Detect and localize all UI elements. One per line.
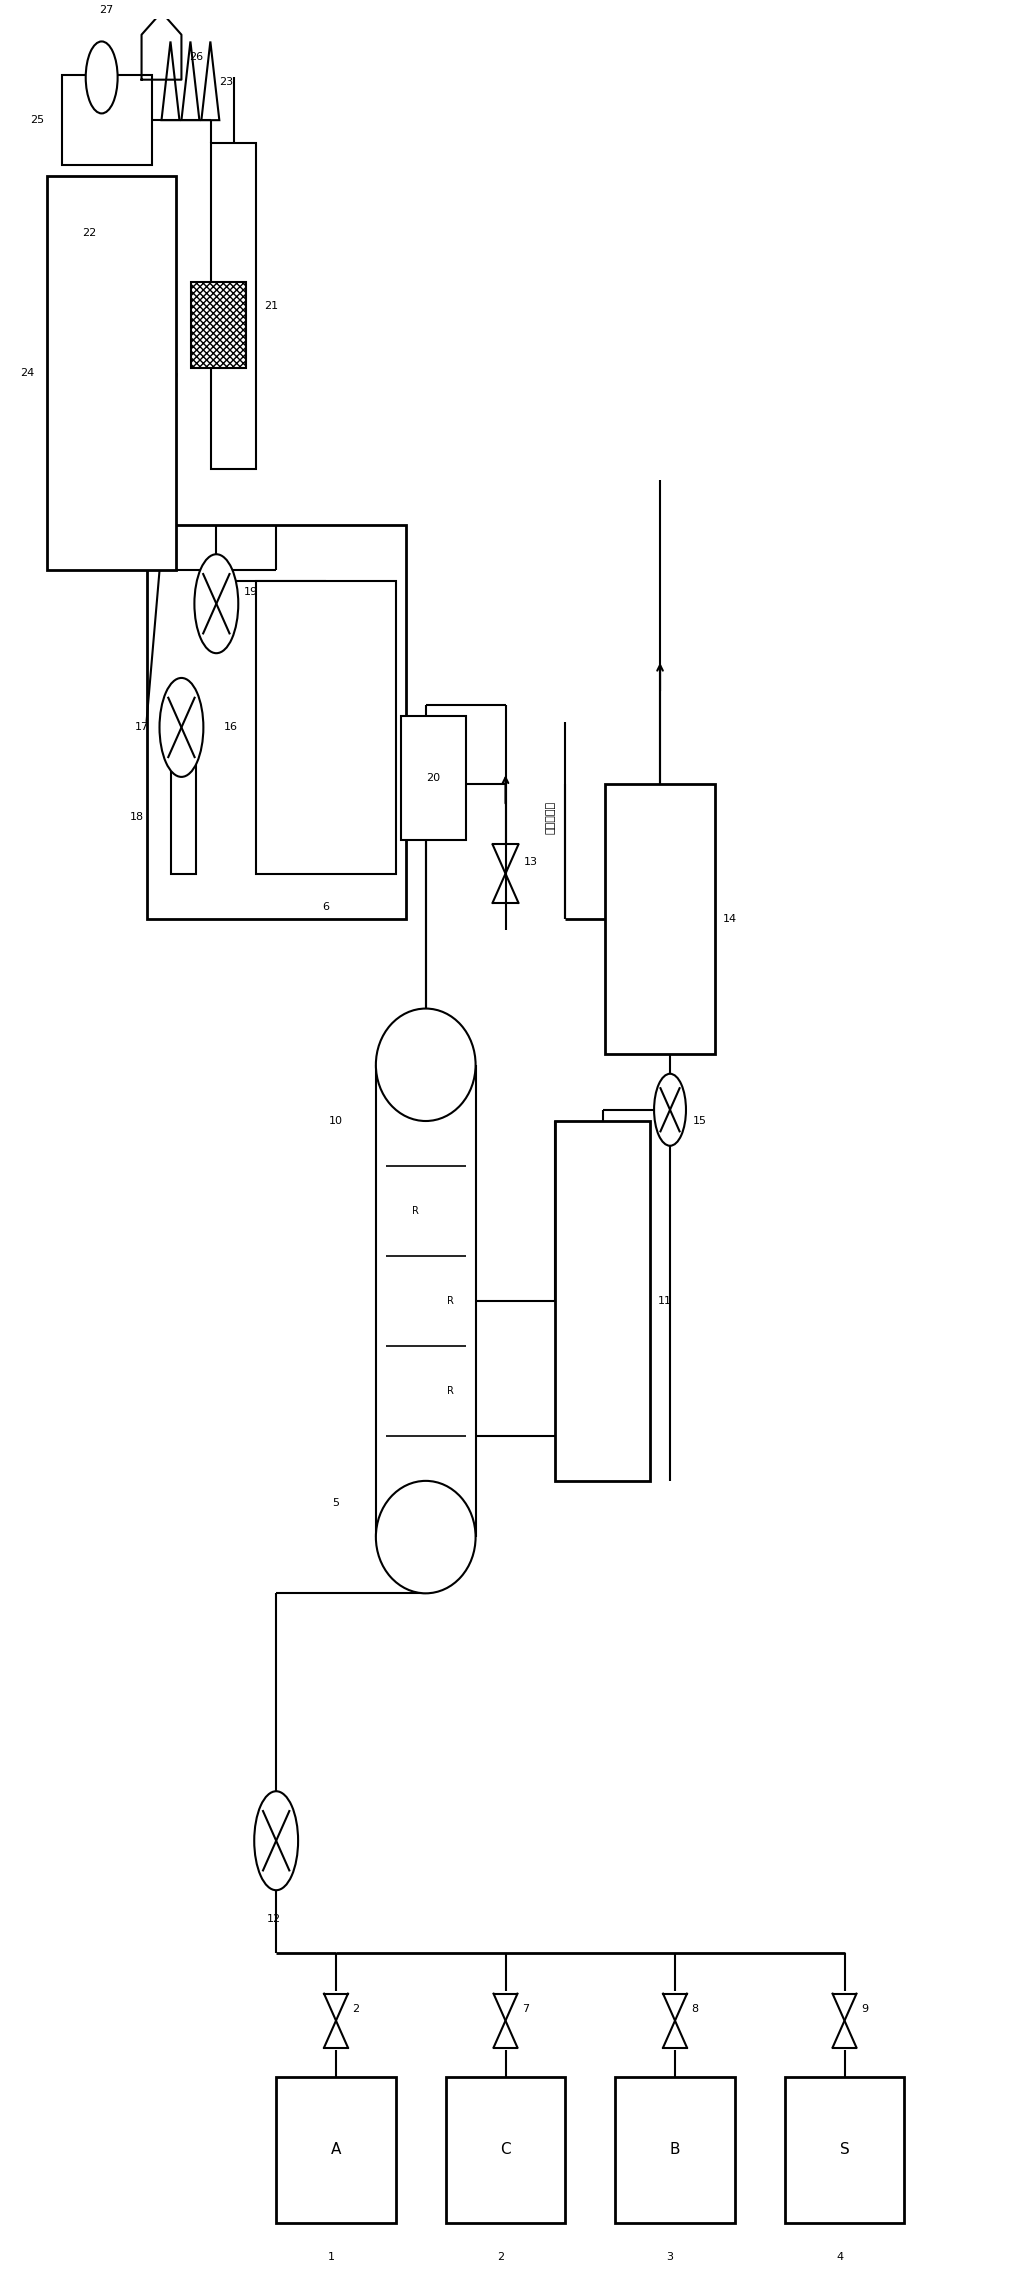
Polygon shape: [181, 41, 199, 121]
Text: 12: 12: [267, 1916, 281, 1925]
Ellipse shape: [376, 1008, 475, 1122]
Text: 19: 19: [245, 587, 258, 598]
Text: 4: 4: [836, 2252, 843, 2261]
Text: R: R: [447, 1385, 454, 1397]
Bar: [555, 1122, 650, 1481]
Bar: [191, 282, 247, 369]
Text: 27: 27: [99, 5, 114, 16]
Text: 16: 16: [224, 723, 239, 733]
Text: R: R: [447, 1297, 454, 1306]
Polygon shape: [131, 187, 150, 278]
Circle shape: [254, 1790, 298, 1891]
Text: 17: 17: [134, 723, 149, 733]
Bar: [47, 177, 177, 571]
Text: 15: 15: [693, 1117, 707, 1126]
Text: 1: 1: [328, 2252, 335, 2261]
Bar: [256, 580, 396, 874]
Text: 14: 14: [723, 915, 737, 924]
Text: 5: 5: [333, 1499, 340, 1508]
Bar: [172, 762, 196, 874]
Text: R: R: [412, 1206, 420, 1215]
Text: 25: 25: [29, 116, 43, 125]
Text: 21: 21: [264, 300, 278, 312]
Text: S: S: [840, 2143, 849, 2157]
Bar: [147, 526, 405, 919]
Polygon shape: [162, 41, 179, 121]
Bar: [276, 2077, 396, 2223]
Text: 待处理烟气: 待处理烟气: [545, 801, 555, 835]
Bar: [785, 2077, 905, 2223]
Text: 22: 22: [83, 228, 97, 237]
Text: 13: 13: [524, 858, 538, 867]
Text: 10: 10: [329, 1117, 343, 1126]
Bar: [62, 75, 152, 166]
Text: 20: 20: [427, 774, 440, 783]
Text: 26: 26: [189, 52, 203, 61]
Text: 7: 7: [522, 2004, 529, 2013]
Text: 23: 23: [219, 77, 234, 86]
Text: 2: 2: [497, 2252, 504, 2261]
Ellipse shape: [376, 1481, 475, 1592]
Circle shape: [86, 41, 117, 114]
Polygon shape: [111, 187, 129, 278]
Text: B: B: [669, 2143, 680, 2157]
Bar: [446, 2077, 565, 2223]
Text: 3: 3: [666, 2252, 673, 2261]
Polygon shape: [201, 41, 219, 121]
Text: 2: 2: [353, 2004, 360, 2013]
Text: C: C: [500, 2143, 511, 2157]
Text: 11: 11: [658, 1297, 672, 1306]
Text: A: A: [331, 2143, 341, 2157]
Text: 9: 9: [861, 2004, 868, 2013]
Circle shape: [160, 678, 203, 776]
Text: 24: 24: [20, 369, 34, 378]
Bar: [400, 717, 466, 839]
Bar: [606, 783, 715, 1053]
Bar: [211, 143, 256, 469]
Text: 6: 6: [323, 903, 330, 912]
Circle shape: [194, 555, 239, 653]
Circle shape: [654, 1074, 686, 1147]
Text: 18: 18: [129, 812, 144, 821]
Bar: [615, 2077, 735, 2223]
Text: 8: 8: [692, 2004, 699, 2013]
